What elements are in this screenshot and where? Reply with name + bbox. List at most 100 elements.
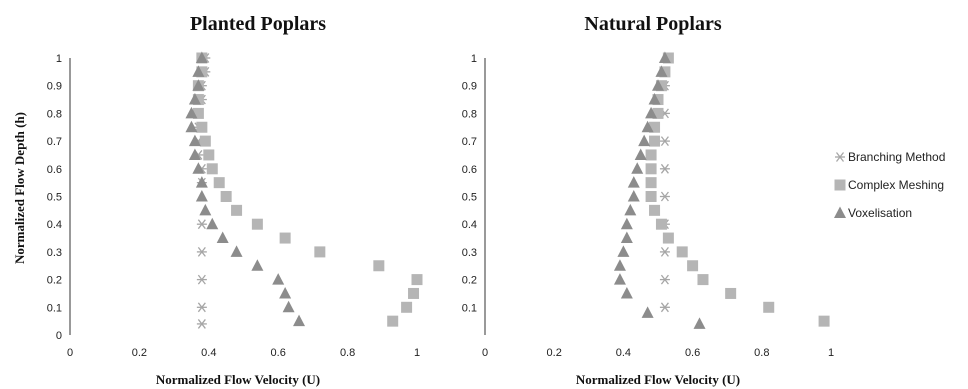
y-tick-label-planted: 0.9 (47, 81, 62, 93)
data-point-voxelisation (282, 300, 295, 313)
data-point-branching-method (659, 247, 670, 257)
y-tick-label-planted: 1 (56, 53, 62, 65)
data-points-planted (185, 51, 423, 329)
data-point-complex-meshing (662, 232, 674, 244)
data-point-complex-meshing (203, 149, 215, 161)
y-tick-label-planted: 0.6 (47, 164, 62, 176)
data-point-complex-meshing (725, 287, 737, 299)
legend-item: Branching Method (835, 150, 945, 164)
chart-panel-natural: Natural Poplars Normalized Flow Velocity… (462, 13, 834, 387)
y-tick-label-natural: 0.5 (462, 192, 477, 204)
data-point-voxelisation (620, 286, 633, 299)
y-tick-label-natural: 0.9 (462, 81, 477, 93)
y-tick-label-natural: 0.1 (462, 302, 477, 314)
x-tick-label-planted: 0.8 (340, 347, 355, 359)
x-ticks-planted: 0 0.2 0.4 0.6 0.8 1 (67, 347, 420, 359)
y-axis-label-planted: Normalized Flow Depth (h) (12, 112, 27, 264)
data-point-branching-method (659, 274, 670, 285)
data-point-complex-meshing (662, 52, 674, 64)
data-point-complex-meshing (649, 121, 661, 133)
data-point-voxelisation (624, 203, 637, 216)
legend-label: Branching Method (848, 150, 945, 164)
y-tick-label-natural: 0.8 (462, 108, 477, 120)
data-point-voxelisation (192, 162, 205, 174)
data-point-voxelisation (693, 317, 706, 329)
data-point-complex-meshing (659, 66, 671, 78)
data-point-voxelisation (251, 259, 264, 271)
data-point-branching-method (196, 319, 207, 329)
data-point-voxelisation (658, 51, 671, 63)
chart-panel-planted: Planted Poplars Normalized Flow Velocity… (12, 13, 423, 387)
data-point-complex-meshing (373, 260, 385, 272)
data-point-complex-meshing (387, 315, 399, 327)
x-tick-label-planted: 1 (414, 347, 420, 359)
data-point-voxelisation (634, 148, 647, 160)
legend-marker-triangle (834, 206, 846, 218)
data-point-voxelisation (206, 217, 219, 230)
data-point-branching-method (659, 136, 670, 146)
data-point-voxelisation (648, 93, 661, 105)
legend: Branching Method Complex Meshing Voxelisat… (834, 150, 945, 220)
data-point-voxelisation (192, 65, 205, 77)
data-point-branching-method (196, 247, 207, 257)
data-point-complex-meshing (199, 135, 211, 147)
chart-title-natural: Natural Poplars (584, 13, 721, 35)
data-point-voxelisation (613, 273, 626, 285)
x-tick-label-natural: 1 (828, 347, 834, 359)
data-point-complex-meshing (220, 191, 232, 202)
data-point-voxelisation (199, 203, 212, 216)
data-point-voxelisation (279, 286, 292, 299)
x-axis-label-planted: Normalized Flow Velocity (U) (156, 372, 320, 387)
data-point-voxelisation (627, 176, 640, 188)
x-tick-label-natural: 0.6 (685, 347, 700, 359)
x-tick-label-natural: 0 (482, 347, 488, 359)
data-point-voxelisation (627, 190, 640, 202)
data-point-complex-meshing (279, 232, 291, 244)
y-tick-label-planted: 0.7 (47, 136, 62, 148)
data-point-complex-meshing (213, 177, 225, 189)
data-point-voxelisation (620, 231, 633, 244)
legend-label: Complex Meshing (848, 178, 944, 192)
data-point-branching-method (659, 191, 670, 202)
data-point-branching-method (659, 302, 670, 313)
y-ticks-planted: 0 0.1 0.2 0.3 0.4 0.5 0.6 0.7 0.8 0.9 1 (47, 53, 62, 342)
y-ticks-natural: 0.1 0.2 0.3 0.4 0.5 0.6 0.7 0.8 0.9 1 (462, 53, 477, 314)
data-point-complex-meshing (697, 274, 709, 286)
data-point-voxelisation (655, 65, 668, 77)
data-point-voxelisation (641, 120, 654, 133)
data-point-voxelisation (195, 51, 208, 63)
legend-label: Voxelisation (848, 206, 912, 220)
data-point-voxelisation (645, 106, 658, 119)
x-tick-label-natural: 0.2 (547, 347, 562, 359)
data-points-natural (613, 51, 830, 329)
y-tick-label-natural: 0.2 (462, 275, 477, 287)
data-point-complex-meshing (649, 204, 661, 216)
data-point-voxelisation (216, 231, 229, 244)
data-point-voxelisation (188, 93, 201, 105)
data-point-complex-meshing (652, 94, 664, 106)
data-point-branching-method (196, 302, 207, 313)
y-tick-label-natural: 0.6 (462, 164, 477, 176)
data-point-voxelisation (617, 245, 630, 257)
data-point-voxelisation (641, 306, 654, 318)
data-point-voxelisation (188, 148, 201, 160)
data-point-complex-meshing (649, 135, 661, 147)
data-point-complex-meshing (655, 218, 667, 230)
data-point-complex-meshing (196, 66, 208, 78)
data-point-complex-meshing (645, 163, 657, 175)
x-ticks-natural: 0 0.2 0.4 0.6 0.8 1 (482, 347, 834, 359)
x-tick-label-natural: 0.8 (754, 347, 769, 359)
data-point-complex-meshing (314, 246, 326, 258)
data-point-complex-meshing (401, 301, 413, 313)
data-point-complex-meshing (676, 246, 688, 258)
data-point-complex-meshing (408, 287, 420, 299)
y-tick-label-planted: 0.2 (47, 275, 62, 287)
data-point-voxelisation (638, 134, 651, 147)
y-tick-label-planted: 0.5 (47, 192, 62, 204)
y-tick-label-natural: 1 (471, 53, 477, 65)
data-point-voxelisation (185, 106, 198, 119)
x-axis-label-natural: Normalized Flow Velocity (U) (576, 372, 740, 387)
y-tick-label-planted: 0.8 (47, 108, 62, 120)
data-point-complex-meshing (687, 260, 699, 272)
